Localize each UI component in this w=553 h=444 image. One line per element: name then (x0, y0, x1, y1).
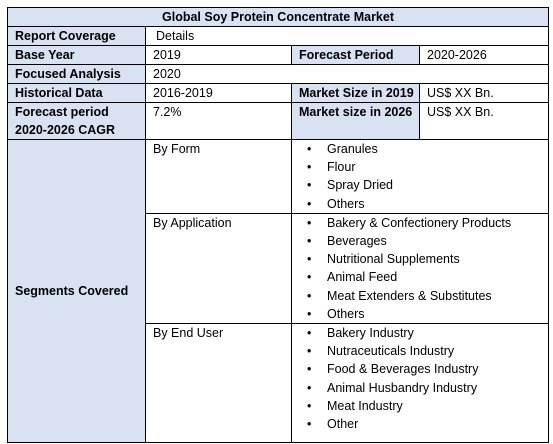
forecast-period-label: Forecast Period (291, 45, 420, 65)
table-title: Global Soy Protein Concentrate Market (7, 7, 549, 27)
list-item: Meat Industry (307, 397, 541, 415)
forecast-cagr-label-line1: Forecast period (15, 105, 109, 119)
by-application-label: By Application (145, 212, 292, 325)
by-form-label: By Form (145, 139, 292, 214)
list-item: Bakery Industry (307, 325, 541, 343)
historical-data-label: Historical Data (7, 83, 146, 103)
list-item: Flour (307, 158, 541, 176)
by-application-items: Bakery & Confectionery Products Beverage… (291, 212, 549, 325)
market-size-2026-value: US$ XX Bn. (419, 102, 549, 140)
base-year-label: Base Year (7, 45, 146, 65)
forecast-cagr-label: Forecast period 2020-2026 CAGR (7, 102, 146, 140)
forecast-cagr-label-line2: 2020-2026 CAGR (15, 123, 116, 137)
by-form-list: Granules Flour Spray Dried Others (299, 140, 541, 213)
forecast-cagr-value: 7.2% (145, 102, 292, 140)
market-size-2026-label: Market size in 2026 (291, 102, 420, 140)
segments-covered-label: Segments Covered (7, 138, 146, 444)
list-item: Animal Feed (307, 268, 541, 286)
list-item: Animal Husbandry Industry (307, 379, 541, 397)
list-item: Bakery & Confectionery Products (307, 214, 541, 232)
base-year-value: 2019 (145, 45, 292, 65)
list-item: Meat Extenders & Substitutes (307, 287, 541, 305)
list-item: Food & Beverages Industry (307, 360, 541, 378)
list-item: Spray Dried (307, 176, 541, 194)
focused-analysis-label: Focused Analysis (7, 64, 146, 84)
market-size-2019-label: Market Size in 2019 (291, 83, 420, 103)
focused-analysis-value: 2020 (145, 64, 549, 84)
by-form-items: Granules Flour Spray Dried Others (291, 139, 549, 214)
by-application-list: Bakery & Confectionery Products Beverage… (299, 214, 541, 323)
market-report-table: Global Soy Protein Concentrate Market Re… (7, 7, 549, 444)
historical-data-value: 2016-2019 (145, 83, 292, 103)
list-item: Others (307, 305, 541, 323)
market-size-2019-value: US$ XX Bn. (419, 83, 549, 103)
by-end-user-list: Bakery Industry Nutraceuticals Industry … (299, 325, 541, 434)
list-item: Granules (307, 140, 541, 158)
forecast-period-value: 2020-2026 (419, 45, 549, 65)
list-item: Others (307, 195, 541, 213)
by-end-user-items: Bakery Industry Nutraceuticals Industry … (291, 323, 549, 444)
list-item: Nutraceuticals Industry (307, 342, 541, 360)
by-end-user-label: By End User (145, 323, 292, 444)
list-item: Nutritional Supplements (307, 250, 541, 268)
list-item: Other (307, 415, 541, 433)
list-item: Beverages (307, 232, 541, 250)
report-coverage-value: Details (145, 26, 549, 46)
report-coverage-label: Report Coverage (7, 26, 146, 46)
